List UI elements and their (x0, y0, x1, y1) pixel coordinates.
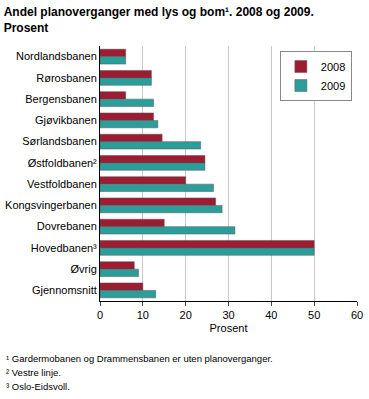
svg-text:2009: 2009 (321, 80, 345, 92)
svg-text:Gjennomsnitt: Gjennomsnitt (32, 284, 97, 296)
svg-text:Rørosbanen: Rørosbanen (36, 72, 97, 84)
svg-text:40: 40 (265, 309, 277, 321)
svg-text:³ Oslo-Eidsvoll.: ³ Oslo-Eidsvoll. (6, 381, 70, 392)
svg-text:Dovrebanen: Dovrebanen (37, 220, 97, 232)
svg-text:Prosent: Prosent (210, 322, 248, 334)
svg-text:Nordlandsbanen: Nordlandsbanen (16, 50, 97, 62)
svg-text:Østfoldbanen²: Østfoldbanen² (28, 157, 97, 169)
svg-text:2008: 2008 (321, 61, 345, 73)
svg-text:20: 20 (180, 309, 192, 321)
svg-text:² Vestre linje.: ² Vestre linje. (6, 367, 61, 378)
svg-text:50: 50 (308, 309, 320, 321)
svg-text:10: 10 (137, 309, 149, 321)
svg-text:Kongsvingerbanen: Kongsvingerbanen (5, 199, 97, 211)
svg-text:¹ Gardermobanen og Drammensban: ¹ Gardermobanen og Drammensbanen er uten… (6, 353, 273, 364)
svg-text:60: 60 (351, 309, 363, 321)
svg-text:Vestfoldbanen: Vestfoldbanen (27, 178, 97, 190)
svg-text:30: 30 (222, 309, 234, 321)
svg-text:Gjøvikbanen: Gjøvikbanen (35, 114, 97, 126)
svg-text:Hovedbanen³: Hovedbanen³ (31, 242, 97, 254)
svg-text:Bergensbanen: Bergensbanen (25, 93, 97, 105)
svg-text:0: 0 (97, 309, 103, 321)
svg-text:Øvrig: Øvrig (71, 263, 97, 275)
svg-text:Andel planoverganger med lys o: Andel planoverganger med lys og bom¹. 20… (4, 5, 314, 35)
svg-text:Sørlandsbanen: Sørlandsbanen (22, 135, 97, 147)
